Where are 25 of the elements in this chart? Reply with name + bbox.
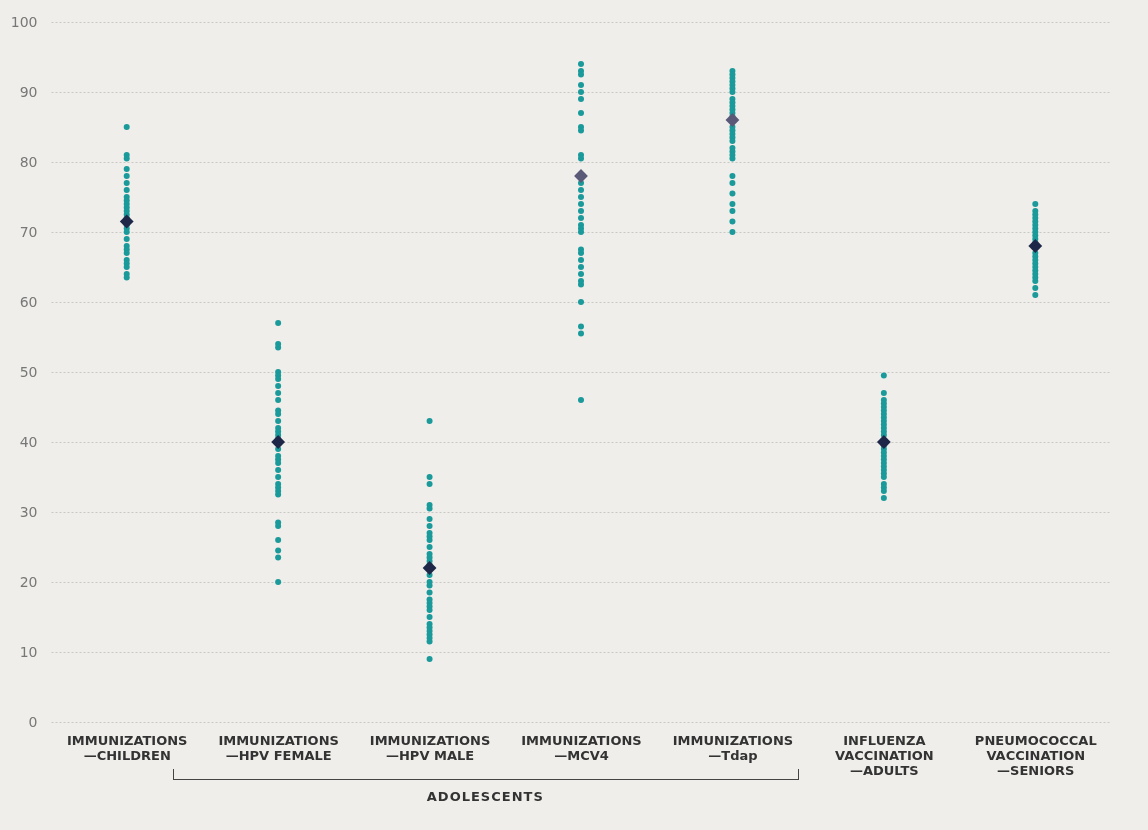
y-tick-label: 40	[19, 433, 38, 450]
point	[422, 561, 437, 575]
point	[876, 435, 891, 449]
text: ADOLESCENTS	[426, 789, 544, 804]
x-tick-label: IMMUNIZATIONS —HPV MALE	[369, 732, 491, 763]
y-tick-label: 80	[19, 153, 38, 170]
y-tick-label: 70	[19, 223, 38, 240]
y-tick-label: 0	[28, 713, 38, 730]
y-tick-label: 60	[19, 293, 38, 310]
y-tick-label: 20	[19, 573, 38, 590]
y-tick-label: 100	[10, 13, 38, 30]
x-tick-label: INFLUENZA VACCINATION —ADULTS	[834, 732, 934, 778]
point	[725, 113, 740, 127]
x-tick-label: IMMUNIZATIONS —HPV FEMALE	[218, 732, 339, 763]
point	[1028, 239, 1043, 253]
x-tick-label: IMMUNIZATIONS —MCV4	[521, 732, 642, 763]
x-tick-label: IMMUNIZATIONS —CHILDREN	[66, 732, 188, 763]
point	[119, 214, 134, 229]
y-tick-label: 90	[19, 83, 38, 100]
point	[271, 435, 286, 449]
y-tick-label: 10	[19, 643, 38, 660]
y-tick-label: 30	[19, 503, 38, 520]
x-tick-label: PNEUMOCOCCAL VACCINATION —SENIORS	[974, 732, 1097, 778]
y-tick-label: 50	[19, 363, 38, 380]
x-tick-label: IMMUNIZATIONS —Tdap	[672, 732, 794, 763]
